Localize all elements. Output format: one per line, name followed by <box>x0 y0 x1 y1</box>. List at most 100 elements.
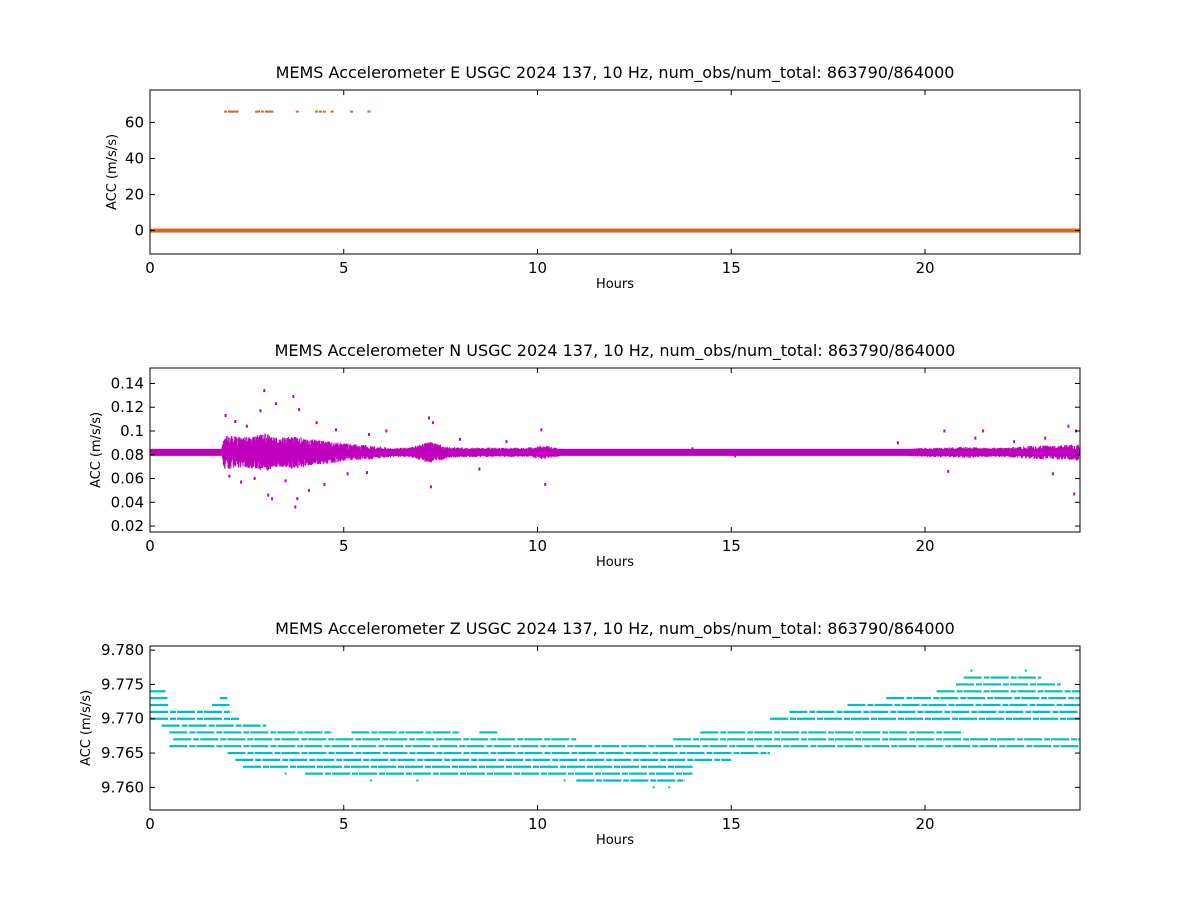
data-point <box>1024 669 1027 672</box>
x-tick-label: 0 <box>145 259 155 277</box>
axes-frame <box>149 367 1081 533</box>
chart-title: MEMS Accelerometer E USGC 2024 137, 10 H… <box>276 63 955 83</box>
data-point <box>224 110 228 113</box>
x-tick-label: 5 <box>339 815 349 833</box>
data-point <box>284 479 287 483</box>
data-point <box>307 488 310 492</box>
data-point <box>235 110 239 113</box>
data-point <box>652 786 655 789</box>
y-tick-label: 0.08 <box>111 446 144 464</box>
data-point <box>319 110 322 113</box>
data-point <box>540 428 543 432</box>
data-point <box>255 110 259 113</box>
data-point <box>1013 440 1016 444</box>
data-point <box>505 440 508 444</box>
series-band <box>150 448 1080 456</box>
y-tick-label: 20 <box>125 186 144 204</box>
y-tick-label: 0.02 <box>111 517 144 535</box>
data-point <box>296 497 299 501</box>
data-point <box>429 485 432 489</box>
data-point <box>264 110 268 113</box>
data-point <box>668 786 671 789</box>
y-axis-label: ACC (m/s/s) <box>105 134 120 210</box>
plot-area <box>150 110 1080 233</box>
data-point <box>1051 472 1054 476</box>
x-tick-label: 15 <box>722 537 741 555</box>
x-tick-label: 0 <box>145 537 155 555</box>
data-point <box>224 414 227 418</box>
y-tick-label: 9.775 <box>101 675 144 693</box>
data-point <box>271 497 274 501</box>
data-point <box>298 408 301 412</box>
x-axis-label: Hours <box>596 277 634 292</box>
data-point <box>260 110 264 113</box>
y-tick-label: 0.06 <box>111 470 144 488</box>
data-point <box>982 429 985 433</box>
data-point <box>315 421 318 425</box>
data-point <box>227 110 231 113</box>
data-point <box>1073 492 1076 496</box>
data-point <box>231 110 235 113</box>
data-point <box>369 779 372 782</box>
data-point <box>257 110 260 113</box>
y-tick-label: 9.770 <box>101 710 144 728</box>
data-point <box>416 779 419 782</box>
y-tick-label: 0.04 <box>111 493 144 511</box>
x-tick-label: 10 <box>528 259 547 277</box>
data-point <box>245 424 248 428</box>
data-point <box>385 429 388 433</box>
y-tick-label: 40 <box>125 149 144 167</box>
data-point <box>366 471 368 475</box>
data-point <box>229 110 233 113</box>
x-tick-label: 0 <box>145 815 155 833</box>
chart-panel-0: 0 5 10 15 20 0 20 40 60 MEMS Accelerometer E USGC… <box>105 63 1081 292</box>
x-tick-label: 20 <box>915 537 934 555</box>
data-point <box>268 110 272 113</box>
data-point <box>896 441 899 445</box>
chart-title: MEMS Accelerometer N USGC 2024 137, 10 H… <box>275 341 956 361</box>
data-point <box>459 437 461 441</box>
plot-area <box>150 669 1080 789</box>
x-tick-label: 15 <box>722 815 741 833</box>
data-point <box>266 110 270 113</box>
data-point <box>240 480 243 484</box>
data-point <box>322 110 326 113</box>
data-point <box>295 110 299 113</box>
y-tick-label: 60 <box>125 113 144 131</box>
data-point <box>367 110 371 113</box>
data-point <box>330 110 334 113</box>
y-axis-label: ACC (m/s/s) <box>89 412 104 488</box>
data-point <box>350 110 353 113</box>
y-tick-label: 0 <box>134 222 144 240</box>
data-point <box>274 402 277 406</box>
x-tick-label: 20 <box>915 815 934 833</box>
plot-area <box>150 389 1080 509</box>
x-axis-label: Hours <box>596 833 634 848</box>
data-point <box>478 467 481 471</box>
x-tick-label: 5 <box>339 259 349 277</box>
data-point <box>335 428 337 432</box>
series-baseline <box>150 228 1080 233</box>
data-point <box>691 447 694 451</box>
data-point <box>431 421 434 425</box>
axes-frame <box>149 89 1081 255</box>
y-tick-label: 9.780 <box>101 641 144 659</box>
y-axis-label: ACC (m/s/s) <box>79 690 94 766</box>
y-tick-label: 9.760 <box>101 778 144 796</box>
x-axis-label: Hours <box>596 555 634 570</box>
data-point <box>563 779 566 782</box>
data-point <box>253 477 256 481</box>
data-point <box>367 433 370 437</box>
data-point <box>263 389 266 393</box>
data-point <box>947 469 950 473</box>
data-point <box>228 474 231 478</box>
data-point <box>544 482 547 486</box>
data-point <box>974 436 977 440</box>
y-tick-label: 0.14 <box>111 374 144 392</box>
data-point <box>267 493 270 497</box>
data-point <box>284 772 287 775</box>
data-point <box>270 110 274 113</box>
data-point <box>294 505 297 509</box>
data-point <box>259 409 262 413</box>
